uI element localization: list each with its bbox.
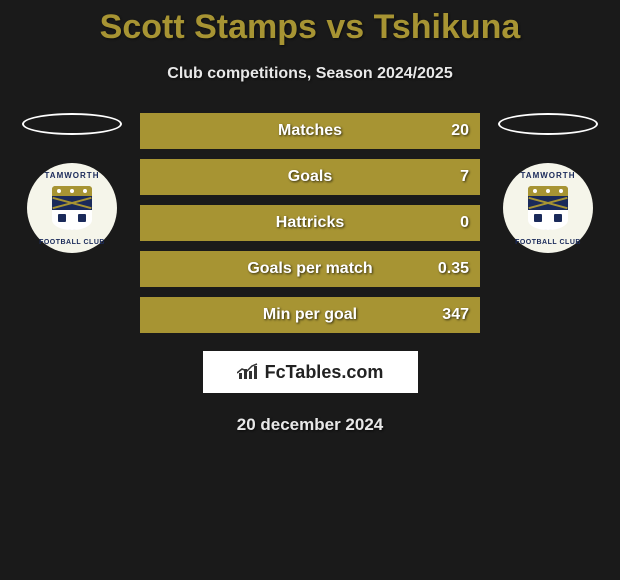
stat-value-right: 347 xyxy=(442,306,469,324)
stat-label: Matches xyxy=(278,122,342,140)
brand-text: FcTables.com xyxy=(265,362,384,383)
stat-value-right: 7 xyxy=(460,168,469,186)
player-left-placeholder xyxy=(22,113,122,135)
stat-value-right: 0 xyxy=(460,214,469,232)
comparison-content: TAMWORTH FOOTBALL CLUB Matches 20 Goals 7 Ha… xyxy=(0,113,620,333)
date-text: 20 december 2024 xyxy=(0,415,620,435)
player-right-placeholder xyxy=(498,113,598,135)
stat-row: Hattricks 0 xyxy=(140,205,480,241)
page-title: Scott Stamps vs Tshikuna xyxy=(0,0,620,47)
club-badge-left: TAMWORTH FOOTBALL CLUB xyxy=(27,163,117,253)
stat-value-right: 0.35 xyxy=(438,260,469,278)
stat-label: Goals per match xyxy=(247,260,372,278)
stat-label: Hattricks xyxy=(276,214,344,232)
stat-row: Matches 20 xyxy=(140,113,480,149)
badge-top-text: TAMWORTH xyxy=(521,171,576,180)
club-badge-right: TAMWORTH FOOTBALL CLUB xyxy=(503,163,593,253)
chart-icon xyxy=(237,363,259,381)
stat-value-right: 20 xyxy=(451,122,469,140)
player-right-column: TAMWORTH FOOTBALL CLUB xyxy=(498,113,598,253)
shield-icon xyxy=(52,186,92,230)
stat-row: Goals 7 xyxy=(140,159,480,195)
subtitle: Club competitions, Season 2024/2025 xyxy=(0,65,620,83)
stat-label: Min per goal xyxy=(263,306,357,324)
stats-container: Matches 20 Goals 7 Hattricks 0 Goals per match… xyxy=(140,113,480,333)
badge-bottom-text: FOOTBALL CLUB xyxy=(515,239,581,246)
stat-row: Min per goal 347 xyxy=(140,297,480,333)
brand-attribution[interactable]: FcTables.com xyxy=(203,351,418,393)
badge-bottom-text: FOOTBALL CLUB xyxy=(39,239,105,246)
player-left-column: TAMWORTH FOOTBALL CLUB xyxy=(22,113,122,253)
shield-icon xyxy=(528,186,568,230)
stat-label: Goals xyxy=(288,168,332,186)
badge-top-text: TAMWORTH xyxy=(45,171,100,180)
stat-row: Goals per match 0.35 xyxy=(140,251,480,287)
